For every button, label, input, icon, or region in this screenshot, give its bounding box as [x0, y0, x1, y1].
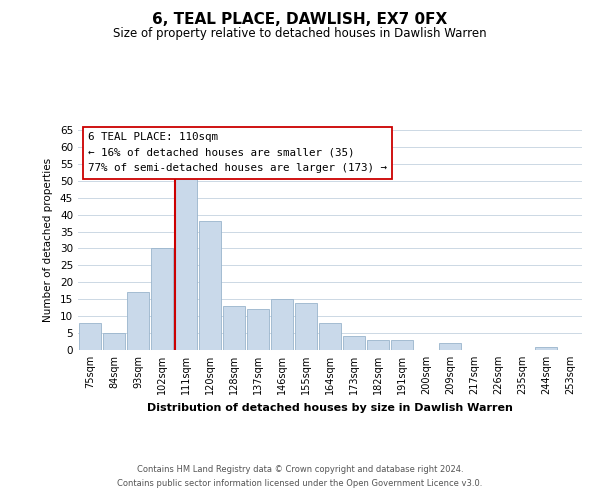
Bar [151, 248, 173, 350]
X-axis label: Distribution of detached houses by size in Dawlish Warren: Distribution of detached houses by size … [147, 402, 513, 412]
Text: Contains HM Land Registry data © Crown copyright and database right 2024.
Contai: Contains HM Land Registry data © Crown c… [118, 466, 482, 487]
Text: Size of property relative to detached houses in Dawlish Warren: Size of property relative to detached ho… [113, 28, 487, 40]
Bar [439, 343, 461, 350]
Bar [127, 292, 149, 350]
Bar [391, 340, 413, 350]
Bar [319, 323, 341, 350]
Bar [271, 299, 293, 350]
Text: 6, TEAL PLACE, DAWLISH, EX7 0FX: 6, TEAL PLACE, DAWLISH, EX7 0FX [152, 12, 448, 28]
Bar [343, 336, 365, 350]
Bar [247, 310, 269, 350]
Bar [175, 170, 197, 350]
Bar [199, 222, 221, 350]
Bar [295, 302, 317, 350]
Bar [367, 340, 389, 350]
Text: 6 TEAL PLACE: 110sqm
← 16% of detached houses are smaller (35)
77% of semi-detac: 6 TEAL PLACE: 110sqm ← 16% of detached h… [88, 132, 387, 173]
Bar [103, 333, 125, 350]
Bar [223, 306, 245, 350]
Bar [79, 323, 101, 350]
Y-axis label: Number of detached properties: Number of detached properties [43, 158, 53, 322]
Bar [535, 346, 557, 350]
